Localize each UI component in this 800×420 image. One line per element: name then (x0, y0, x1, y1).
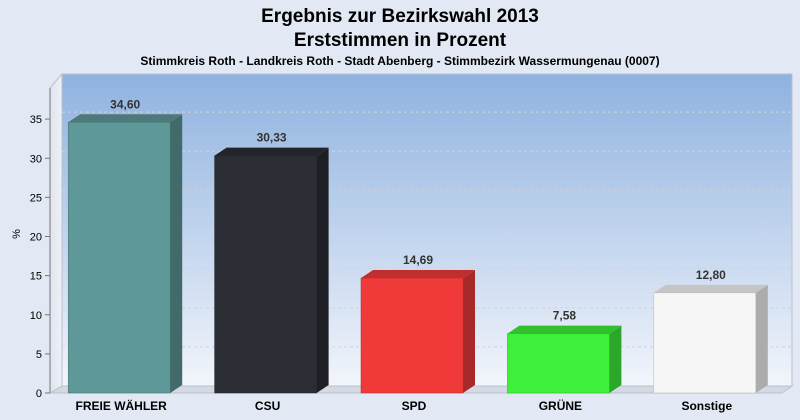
y-tick-label: 15 (30, 271, 42, 283)
bar-value-label: 34,60 (110, 97, 140, 111)
bar-front (360, 277, 464, 394)
bar-side (755, 284, 768, 393)
bar-front (214, 155, 317, 394)
bar-value-label: 30,33 (257, 131, 287, 145)
bar-top (361, 270, 475, 279)
bar-sonstige: 12,80 (653, 268, 768, 394)
bar-freie-wähler: 34,60 (67, 97, 183, 394)
x-tick-label: CSU (255, 399, 280, 413)
bar-spd: 14,69 (360, 253, 475, 394)
bar-csu: 30,33 (214, 131, 329, 394)
bar-top (653, 284, 768, 293)
bar-front (67, 122, 171, 394)
bar-value-label: 12,80 (696, 268, 726, 282)
y-tick-label: 0 (36, 388, 42, 400)
x-tick-label: SPD (402, 399, 427, 413)
y-tick-label: 25 (30, 192, 42, 204)
x-axis: FREIE WÄHLER CSU SPD GRÜNE Sonstige (76, 398, 733, 413)
x-tick-label: Sonstige (681, 399, 732, 413)
grid-lines (62, 111, 792, 348)
y-axis: 0 5 10 15 20 25 30 35 (30, 88, 51, 400)
bar-top (214, 147, 329, 156)
bar-front (507, 333, 610, 394)
plot-side-wall (49, 72, 63, 394)
bar-front (653, 292, 757, 394)
bar-top (68, 114, 183, 123)
bar-side (609, 325, 622, 393)
bar-value-label: 7,58 (553, 309, 577, 323)
bar-value-label: 14,69 (403, 253, 433, 267)
chart-title-line-2: Erststimmen in Prozent (294, 30, 507, 51)
bar-top (507, 325, 622, 334)
bar-grüne: 7,58 (507, 309, 622, 394)
y-tick-label: 10 (30, 310, 42, 322)
bar-side (316, 147, 329, 393)
y-axis-label: % (11, 229, 23, 239)
bars: 34,60 30,33 14,69 7,58 12,80 (67, 97, 768, 394)
y-tick-label: 35 (30, 114, 42, 126)
chart-subtitle: Stimmkreis Roth - Landkreis Roth - Stadt… (140, 54, 659, 68)
chart-title: Ergebnis zur Bezirkswahl 2013 (261, 6, 539, 27)
bar-side (463, 270, 475, 393)
y-tick-label: 20 (30, 232, 42, 244)
y-tick-label: 5 (36, 349, 42, 361)
x-tick-label: FREIE WÄHLER (76, 398, 168, 413)
x-tick-label: GRÜNE (539, 398, 582, 413)
bar-side (170, 114, 183, 393)
y-tick-label: 30 (30, 153, 42, 165)
